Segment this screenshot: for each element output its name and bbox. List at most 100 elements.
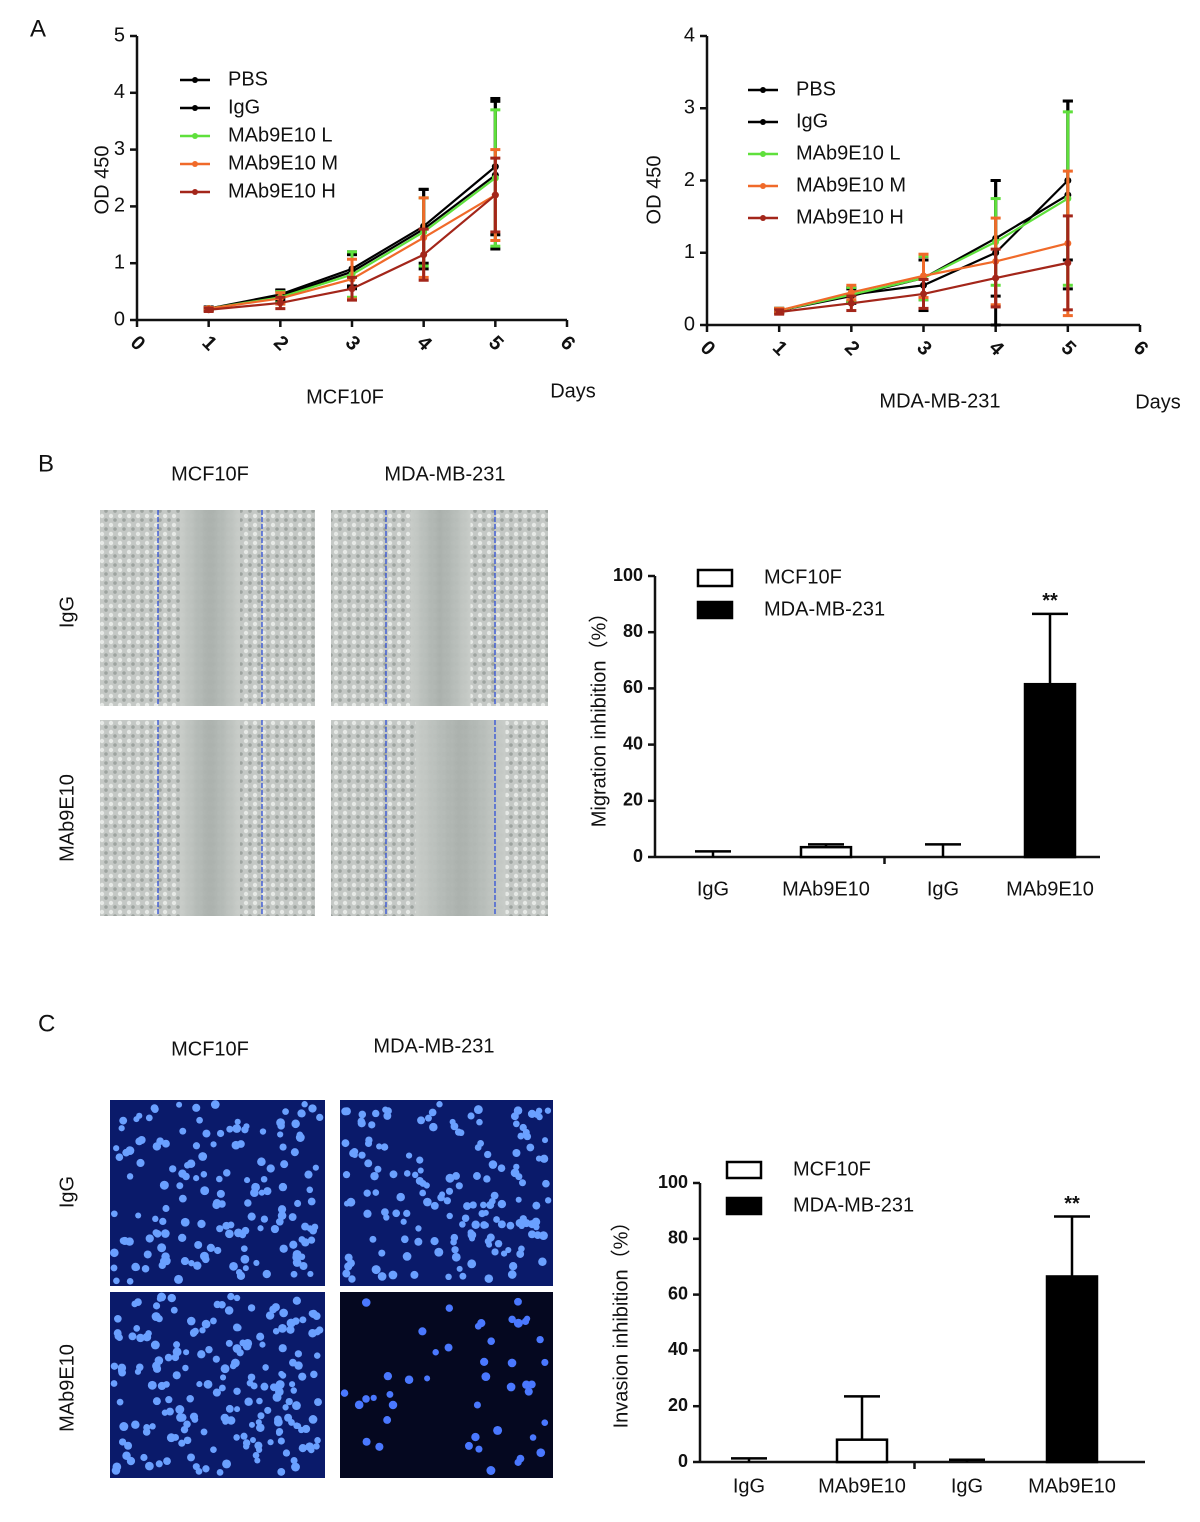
nucleus [172, 1347, 182, 1357]
nucleus [478, 1209, 486, 1218]
nucleus [480, 1221, 488, 1229]
nucleus [307, 1197, 316, 1206]
y-tick-label: 3 [684, 97, 695, 119]
nucleus [289, 1240, 298, 1249]
nucleus [196, 1381, 203, 1388]
nucleus [219, 1374, 227, 1381]
nucleus [523, 1132, 532, 1141]
significance: ** [1042, 590, 1058, 612]
nucleus [425, 1114, 432, 1122]
nucleus [260, 1382, 269, 1391]
nucleus [484, 1274, 494, 1283]
x-tick-label: 5 [484, 332, 507, 355]
nucleus [278, 1344, 287, 1353]
nucleus [510, 1112, 519, 1121]
nucleus [544, 1197, 552, 1204]
nucleus [446, 1212, 453, 1220]
x-tick-label: 2 [269, 332, 292, 355]
nucleus [516, 1250, 525, 1258]
nucleus [233, 1387, 241, 1395]
nucleus [363, 1209, 372, 1218]
nucleus [250, 1188, 259, 1198]
nucleus [364, 1139, 373, 1147]
nucleus [310, 1370, 318, 1379]
legend-marker [760, 215, 766, 221]
nucleus [513, 1163, 520, 1171]
nucleus [218, 1384, 226, 1392]
nucleus [519, 1123, 527, 1132]
nucleus [430, 1237, 439, 1246]
nucleus [404, 1375, 414, 1384]
x-tick-label: 6 [556, 332, 579, 355]
nucleus [301, 1238, 310, 1247]
nucleus [481, 1372, 491, 1381]
nucleus [444, 1343, 453, 1352]
nucleus [286, 1325, 295, 1334]
y-axis-label: OD 450 [643, 156, 665, 225]
nucleus [150, 1104, 159, 1113]
nucleus [110, 1362, 119, 1370]
nucleus [529, 1434, 537, 1441]
nucleus [507, 1358, 517, 1368]
nucleus [193, 1175, 200, 1182]
nucleus [135, 1212, 142, 1219]
nucleus [459, 1272, 467, 1280]
nucleus [392, 1209, 400, 1217]
nucleus [210, 1100, 220, 1109]
nucleus [284, 1413, 293, 1422]
y-tick-label: 20 [668, 1395, 688, 1415]
nucleus [216, 1225, 224, 1233]
legend-label: PBS [228, 68, 268, 90]
nucleus [282, 1404, 289, 1411]
nucleus [497, 1164, 506, 1173]
nucleus [110, 1248, 119, 1258]
nucleus [342, 1269, 351, 1278]
nucleus [429, 1122, 438, 1132]
nucleus [296, 1131, 304, 1139]
nucleus [388, 1270, 398, 1280]
nucleus [242, 1265, 249, 1272]
nucleus [343, 1200, 350, 1207]
nucleus [285, 1397, 293, 1406]
nucleus [145, 1330, 152, 1337]
nucleus [216, 1469, 224, 1476]
nucleus [342, 1107, 351, 1116]
nucleus [476, 1118, 483, 1126]
nucleus [277, 1467, 286, 1476]
nucleus [257, 1157, 266, 1167]
nucleus [118, 1125, 125, 1132]
nucleus [225, 1229, 234, 1239]
x-tick-label: MAb9E10 [1006, 878, 1094, 900]
y-tick-label: 2 [114, 195, 125, 217]
nucleus [266, 1164, 275, 1173]
x-tick-label: MAb9E10 [782, 878, 870, 900]
nucleus [358, 1151, 366, 1159]
nucleus [282, 1108, 289, 1115]
nucleus [272, 1392, 282, 1402]
nucleus [455, 1182, 463, 1190]
nucleus [247, 1212, 256, 1221]
nucleus [234, 1324, 242, 1332]
nucleus [234, 1118, 241, 1125]
x-tick-label: MAb9E10 [1028, 1475, 1116, 1497]
y-tick-label: 60 [668, 1283, 688, 1303]
x-tick-label: 3 [341, 332, 364, 355]
nucleus [443, 1197, 451, 1205]
nucleus [183, 1436, 192, 1445]
nucleus [314, 1398, 322, 1407]
nucleus [294, 1199, 302, 1207]
nucleus [294, 1361, 303, 1370]
nucleus [229, 1362, 237, 1370]
legend-label: MAb9E10 L [228, 124, 333, 146]
legend-marker [192, 77, 198, 83]
x-tick-label: IgG [697, 878, 729, 900]
nucleus [450, 1122, 459, 1131]
nucleus [542, 1137, 549, 1144]
nucleus [243, 1123, 250, 1130]
nucleus [463, 1202, 472, 1211]
nucleus [174, 1274, 184, 1284]
legend-marker [760, 119, 766, 125]
nucleus [256, 1332, 265, 1341]
point [348, 285, 356, 293]
y-tick-label: 0 [633, 846, 643, 866]
